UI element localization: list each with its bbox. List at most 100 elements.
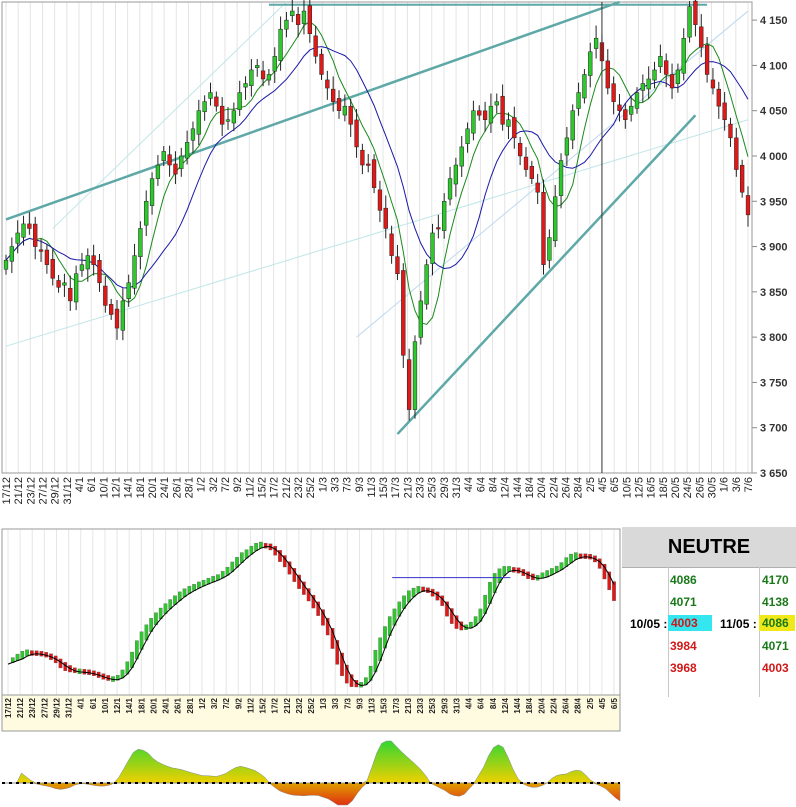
x-tick-label: 27/12 <box>37 477 49 505</box>
candle-body <box>722 102 727 121</box>
candle-body <box>255 65 260 69</box>
candle-body <box>418 300 423 338</box>
osc-date-strip <box>1 694 621 732</box>
candle-body <box>611 83 616 102</box>
candle-body <box>629 105 634 115</box>
x-tick-label: 1/2 <box>196 477 208 492</box>
osc-x-label: 23/2 <box>295 697 304 713</box>
candle-body <box>506 119 511 127</box>
candle-body <box>588 51 593 76</box>
x-tick-label: 26/1 <box>171 477 183 498</box>
osc-x-label: 18/4 <box>525 697 534 713</box>
candle-body <box>307 5 312 34</box>
osc-x-label: 23/12 <box>28 697 37 718</box>
candle-body <box>319 53 324 75</box>
osc-x-label: 21/2 <box>283 697 292 713</box>
candle-body <box>623 109 628 120</box>
x-tick-label: 20/5 <box>670 477 682 498</box>
candle-body <box>395 256 400 274</box>
candle-body <box>558 160 564 196</box>
osc-x-label: 14/1 <box>125 697 134 713</box>
x-tick-label: 23/3 <box>415 477 427 498</box>
candle-body <box>658 56 663 67</box>
osc-x-label: 17/12 <box>4 697 13 718</box>
y-tick-label: 3 750 <box>760 377 788 389</box>
osc-x-label: 20/1 <box>149 697 158 713</box>
osc-bar <box>602 563 607 580</box>
x-tick-label: 1/6 <box>719 477 731 492</box>
osc-x-label: 2/5 <box>586 697 595 709</box>
osc-x-label: 29/12 <box>52 697 61 718</box>
x-tick-label: 30/5 <box>707 477 719 498</box>
x-tick-label: 14/1 <box>123 477 135 498</box>
x-tick-label: 17/3 <box>390 477 402 498</box>
osc-bar <box>607 571 612 591</box>
level-4-col2: 4071 <box>762 639 789 653</box>
candle-body <box>745 195 751 216</box>
osc-x-label: 11/2 <box>246 697 255 713</box>
osc-x-label: 12/4 <box>501 697 510 713</box>
candle-body <box>79 264 85 271</box>
candle-body <box>406 359 412 410</box>
y-tick-label: 3 700 <box>760 423 788 435</box>
x-tick-label: 10/5 <box>621 477 633 498</box>
x-tick-label: 1/3 <box>317 477 329 492</box>
candle-body <box>681 37 686 74</box>
candle-body <box>85 255 90 270</box>
candle-body <box>465 128 470 144</box>
candle-body <box>617 104 622 111</box>
osc-x-label: 24/1 <box>162 697 171 713</box>
candle-body <box>430 232 435 264</box>
osc-signal-line <box>7 546 615 687</box>
osc-x-label: 26/1 <box>174 697 183 713</box>
y-tick-label: 4 050 <box>760 106 788 118</box>
x-tick-label: 10/1 <box>98 477 110 498</box>
x-tick-label: 7/6 <box>743 477 755 492</box>
x-tick-label: 6/1 <box>86 477 98 492</box>
candle-body <box>436 227 441 230</box>
candle-body <box>62 282 67 286</box>
osc-bar <box>306 588 311 602</box>
candle-body <box>161 151 166 161</box>
candle-body <box>669 74 675 89</box>
signal-title: NEUTRE <box>622 527 796 568</box>
candle-body <box>126 282 131 299</box>
osc-bar <box>15 653 20 661</box>
candle-body <box>290 10 295 17</box>
candle-body <box>173 163 178 175</box>
osc-x-label: 6/1 <box>89 697 98 709</box>
candle-body <box>284 19 289 30</box>
candle-body <box>27 223 32 229</box>
osc-bar <box>344 664 349 684</box>
osc-x-label: 17/3 <box>392 697 401 713</box>
osc-bar <box>58 658 63 669</box>
x-tick-label: 7/3 <box>342 477 354 492</box>
candle-body <box>740 164 745 193</box>
x-tick-label: 23/12 <box>25 477 37 505</box>
candle-body <box>517 143 523 157</box>
x-tick-label: 20/1 <box>147 477 159 498</box>
candle-body <box>576 92 581 109</box>
osc-x-label: 4/1 <box>77 697 86 709</box>
candle-body <box>91 255 96 265</box>
candle-body <box>149 178 155 206</box>
x-tick-label: 16/5 <box>646 477 658 498</box>
candle-body <box>295 14 301 25</box>
osc-x-label: 28/1 <box>186 697 195 713</box>
x-tick-label: 4/4 <box>463 477 475 492</box>
hist-background <box>0 734 622 807</box>
candle-body <box>237 92 242 110</box>
candle-body <box>675 69 681 84</box>
candle-body <box>68 287 73 302</box>
candle-body <box>21 223 26 238</box>
x-tick-label: 3/2 <box>208 477 220 492</box>
osc-x-label: 12/1 <box>113 697 122 713</box>
osc-bar <box>449 608 454 624</box>
channel-line <box>52 1 287 229</box>
x-tick-label: 7/2 <box>220 477 232 492</box>
y-tick-label: 4 100 <box>760 60 788 72</box>
osc-x-label: 10/1 <box>101 697 110 713</box>
osc-x-label: 20/4 <box>537 697 546 713</box>
osc-bar <box>421 586 425 593</box>
candle-body <box>716 88 721 107</box>
